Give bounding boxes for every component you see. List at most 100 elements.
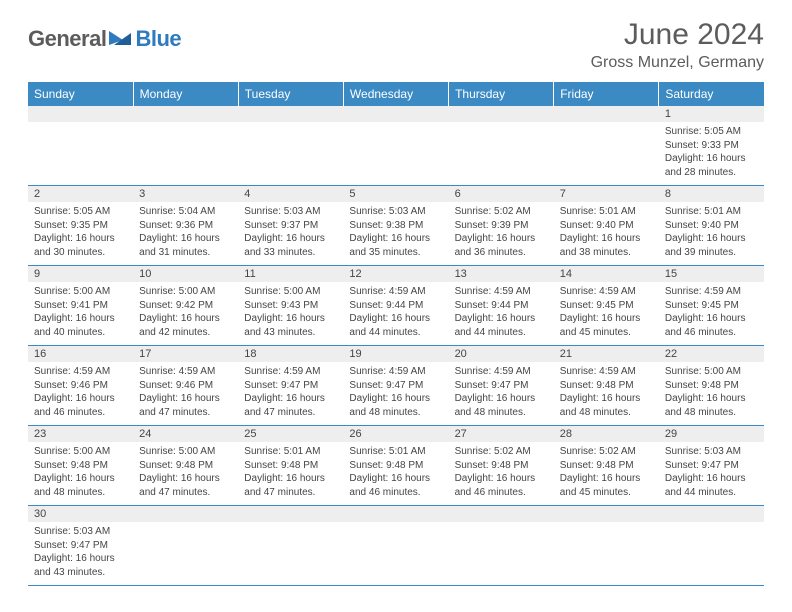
day-content-row: Sunrise: 5:05 AMSunset: 9:33 PMDaylight:… (28, 122, 764, 186)
header: General Blue June 2024 Gross Munzel, Ger… (28, 18, 764, 72)
day-number-row: 1 (28, 106, 764, 122)
day-number-cell: 22 (659, 346, 764, 363)
day-content-cell (659, 522, 764, 586)
day-detail-line: and 28 minutes. (665, 166, 758, 180)
day-detail-line: Sunset: 9:47 PM (455, 379, 548, 393)
day-detail-line: and 48 minutes. (455, 406, 548, 420)
day-detail-line: and 47 minutes. (139, 486, 232, 500)
day-detail-line: Daylight: 16 hours (455, 232, 548, 246)
day-number-cell (343, 506, 448, 523)
day-content-row: Sunrise: 5:03 AMSunset: 9:47 PMDaylight:… (28, 522, 764, 586)
day-detail-line: Sunset: 9:48 PM (560, 379, 653, 393)
day-number-cell: 30 (28, 506, 133, 523)
day-detail-line: Sunset: 9:48 PM (349, 459, 442, 473)
day-detail-line: Sunrise: 5:00 AM (139, 285, 232, 299)
day-detail-line: Sunrise: 5:02 AM (560, 445, 653, 459)
day-content-cell (238, 522, 343, 586)
day-detail-line: Daylight: 16 hours (139, 472, 232, 486)
day-detail-line: Sunset: 9:40 PM (560, 219, 653, 233)
day-detail-line: Sunrise: 5:00 AM (665, 365, 758, 379)
day-detail-line: Sunrise: 4:59 AM (455, 285, 548, 299)
day-detail-line: and 44 minutes. (349, 326, 442, 340)
day-detail-line: Sunset: 9:48 PM (244, 459, 337, 473)
day-detail-line: Sunset: 9:48 PM (34, 459, 127, 473)
day-number-cell: 12 (343, 266, 448, 283)
day-number-cell: 8 (659, 186, 764, 203)
day-detail-line: and 31 minutes. (139, 246, 232, 260)
day-detail-line: Sunrise: 5:03 AM (34, 525, 127, 539)
day-content-cell (449, 522, 554, 586)
day-detail-line: and 44 minutes. (665, 486, 758, 500)
day-detail-line: Sunrise: 5:03 AM (244, 205, 337, 219)
weekday-header: Friday (554, 82, 659, 106)
day-detail-line: Sunset: 9:33 PM (665, 139, 758, 153)
day-content-cell (133, 122, 238, 186)
logo-text-blue: Blue (135, 26, 181, 52)
day-detail-line: Daylight: 16 hours (560, 312, 653, 326)
day-detail-line: Daylight: 16 hours (34, 552, 127, 566)
weekday-header: Monday (133, 82, 238, 106)
day-content-cell (343, 522, 448, 586)
day-detail-line: Daylight: 16 hours (139, 232, 232, 246)
day-detail-line: Sunrise: 4:59 AM (560, 365, 653, 379)
day-content-cell: Sunrise: 5:04 AMSunset: 9:36 PMDaylight:… (133, 202, 238, 266)
day-number-cell (133, 106, 238, 122)
day-detail-line: Daylight: 16 hours (34, 472, 127, 486)
day-detail-line: and 48 minutes. (34, 486, 127, 500)
day-content-cell (554, 122, 659, 186)
day-detail-line: Daylight: 16 hours (244, 392, 337, 406)
day-content-cell: Sunrise: 5:00 AMSunset: 9:48 PMDaylight:… (28, 442, 133, 506)
day-content-cell (343, 122, 448, 186)
day-detail-line: and 38 minutes. (560, 246, 653, 260)
day-detail-line: Sunset: 9:48 PM (455, 459, 548, 473)
day-detail-line: Daylight: 16 hours (349, 392, 442, 406)
day-number-cell: 15 (659, 266, 764, 283)
day-number-cell: 23 (28, 426, 133, 443)
day-detail-line: Sunrise: 5:01 AM (665, 205, 758, 219)
day-number-cell (238, 506, 343, 523)
day-content-row: Sunrise: 4:59 AMSunset: 9:46 PMDaylight:… (28, 362, 764, 426)
day-number-cell (238, 106, 343, 122)
day-content-cell: Sunrise: 5:00 AMSunset: 9:48 PMDaylight:… (659, 362, 764, 426)
day-number-cell: 14 (554, 266, 659, 283)
day-detail-line: Sunset: 9:39 PM (455, 219, 548, 233)
day-detail-line: Sunrise: 5:00 AM (34, 445, 127, 459)
day-detail-line: Daylight: 16 hours (560, 232, 653, 246)
day-detail-line: Sunrise: 5:03 AM (349, 205, 442, 219)
day-detail-line: Sunset: 9:44 PM (349, 299, 442, 313)
day-detail-line: and 39 minutes. (665, 246, 758, 260)
day-detail-line: Sunrise: 5:01 AM (244, 445, 337, 459)
day-number-cell (133, 506, 238, 523)
day-detail-line: and 30 minutes. (34, 246, 127, 260)
day-detail-line: Daylight: 16 hours (34, 232, 127, 246)
day-content-cell: Sunrise: 4:59 AMSunset: 9:46 PMDaylight:… (28, 362, 133, 426)
day-detail-line: Sunset: 9:45 PM (560, 299, 653, 313)
day-detail-line: Sunset: 9:46 PM (34, 379, 127, 393)
day-number-cell: 25 (238, 426, 343, 443)
day-detail-line: Daylight: 16 hours (244, 232, 337, 246)
day-number-cell: 19 (343, 346, 448, 363)
title-block: June 2024 Gross Munzel, Germany (591, 18, 764, 72)
day-detail-line: Daylight: 16 hours (349, 312, 442, 326)
day-number-cell: 18 (238, 346, 343, 363)
day-content-cell: Sunrise: 5:05 AMSunset: 9:35 PMDaylight:… (28, 202, 133, 266)
day-number-cell: 7 (554, 186, 659, 203)
day-detail-line: and 46 minutes. (349, 486, 442, 500)
day-detail-line: and 43 minutes. (244, 326, 337, 340)
day-detail-line: Daylight: 16 hours (244, 312, 337, 326)
day-detail-line: Sunset: 9:48 PM (665, 379, 758, 393)
month-title: June 2024 (591, 18, 764, 52)
day-number-cell: 28 (554, 426, 659, 443)
day-detail-line: Sunset: 9:40 PM (665, 219, 758, 233)
day-detail-line: and 35 minutes. (349, 246, 442, 260)
day-detail-line: Sunset: 9:41 PM (34, 299, 127, 313)
day-detail-line: Daylight: 16 hours (665, 392, 758, 406)
day-content-cell: Sunrise: 4:59 AMSunset: 9:44 PMDaylight:… (449, 282, 554, 346)
day-content-row: Sunrise: 5:00 AMSunset: 9:48 PMDaylight:… (28, 442, 764, 506)
day-detail-line: Daylight: 16 hours (34, 392, 127, 406)
day-detail-line: Sunrise: 5:01 AM (349, 445, 442, 459)
day-content-cell: Sunrise: 5:01 AMSunset: 9:40 PMDaylight:… (659, 202, 764, 266)
day-number-cell: 27 (449, 426, 554, 443)
day-content-cell (133, 522, 238, 586)
day-detail-line: Daylight: 16 hours (34, 312, 127, 326)
